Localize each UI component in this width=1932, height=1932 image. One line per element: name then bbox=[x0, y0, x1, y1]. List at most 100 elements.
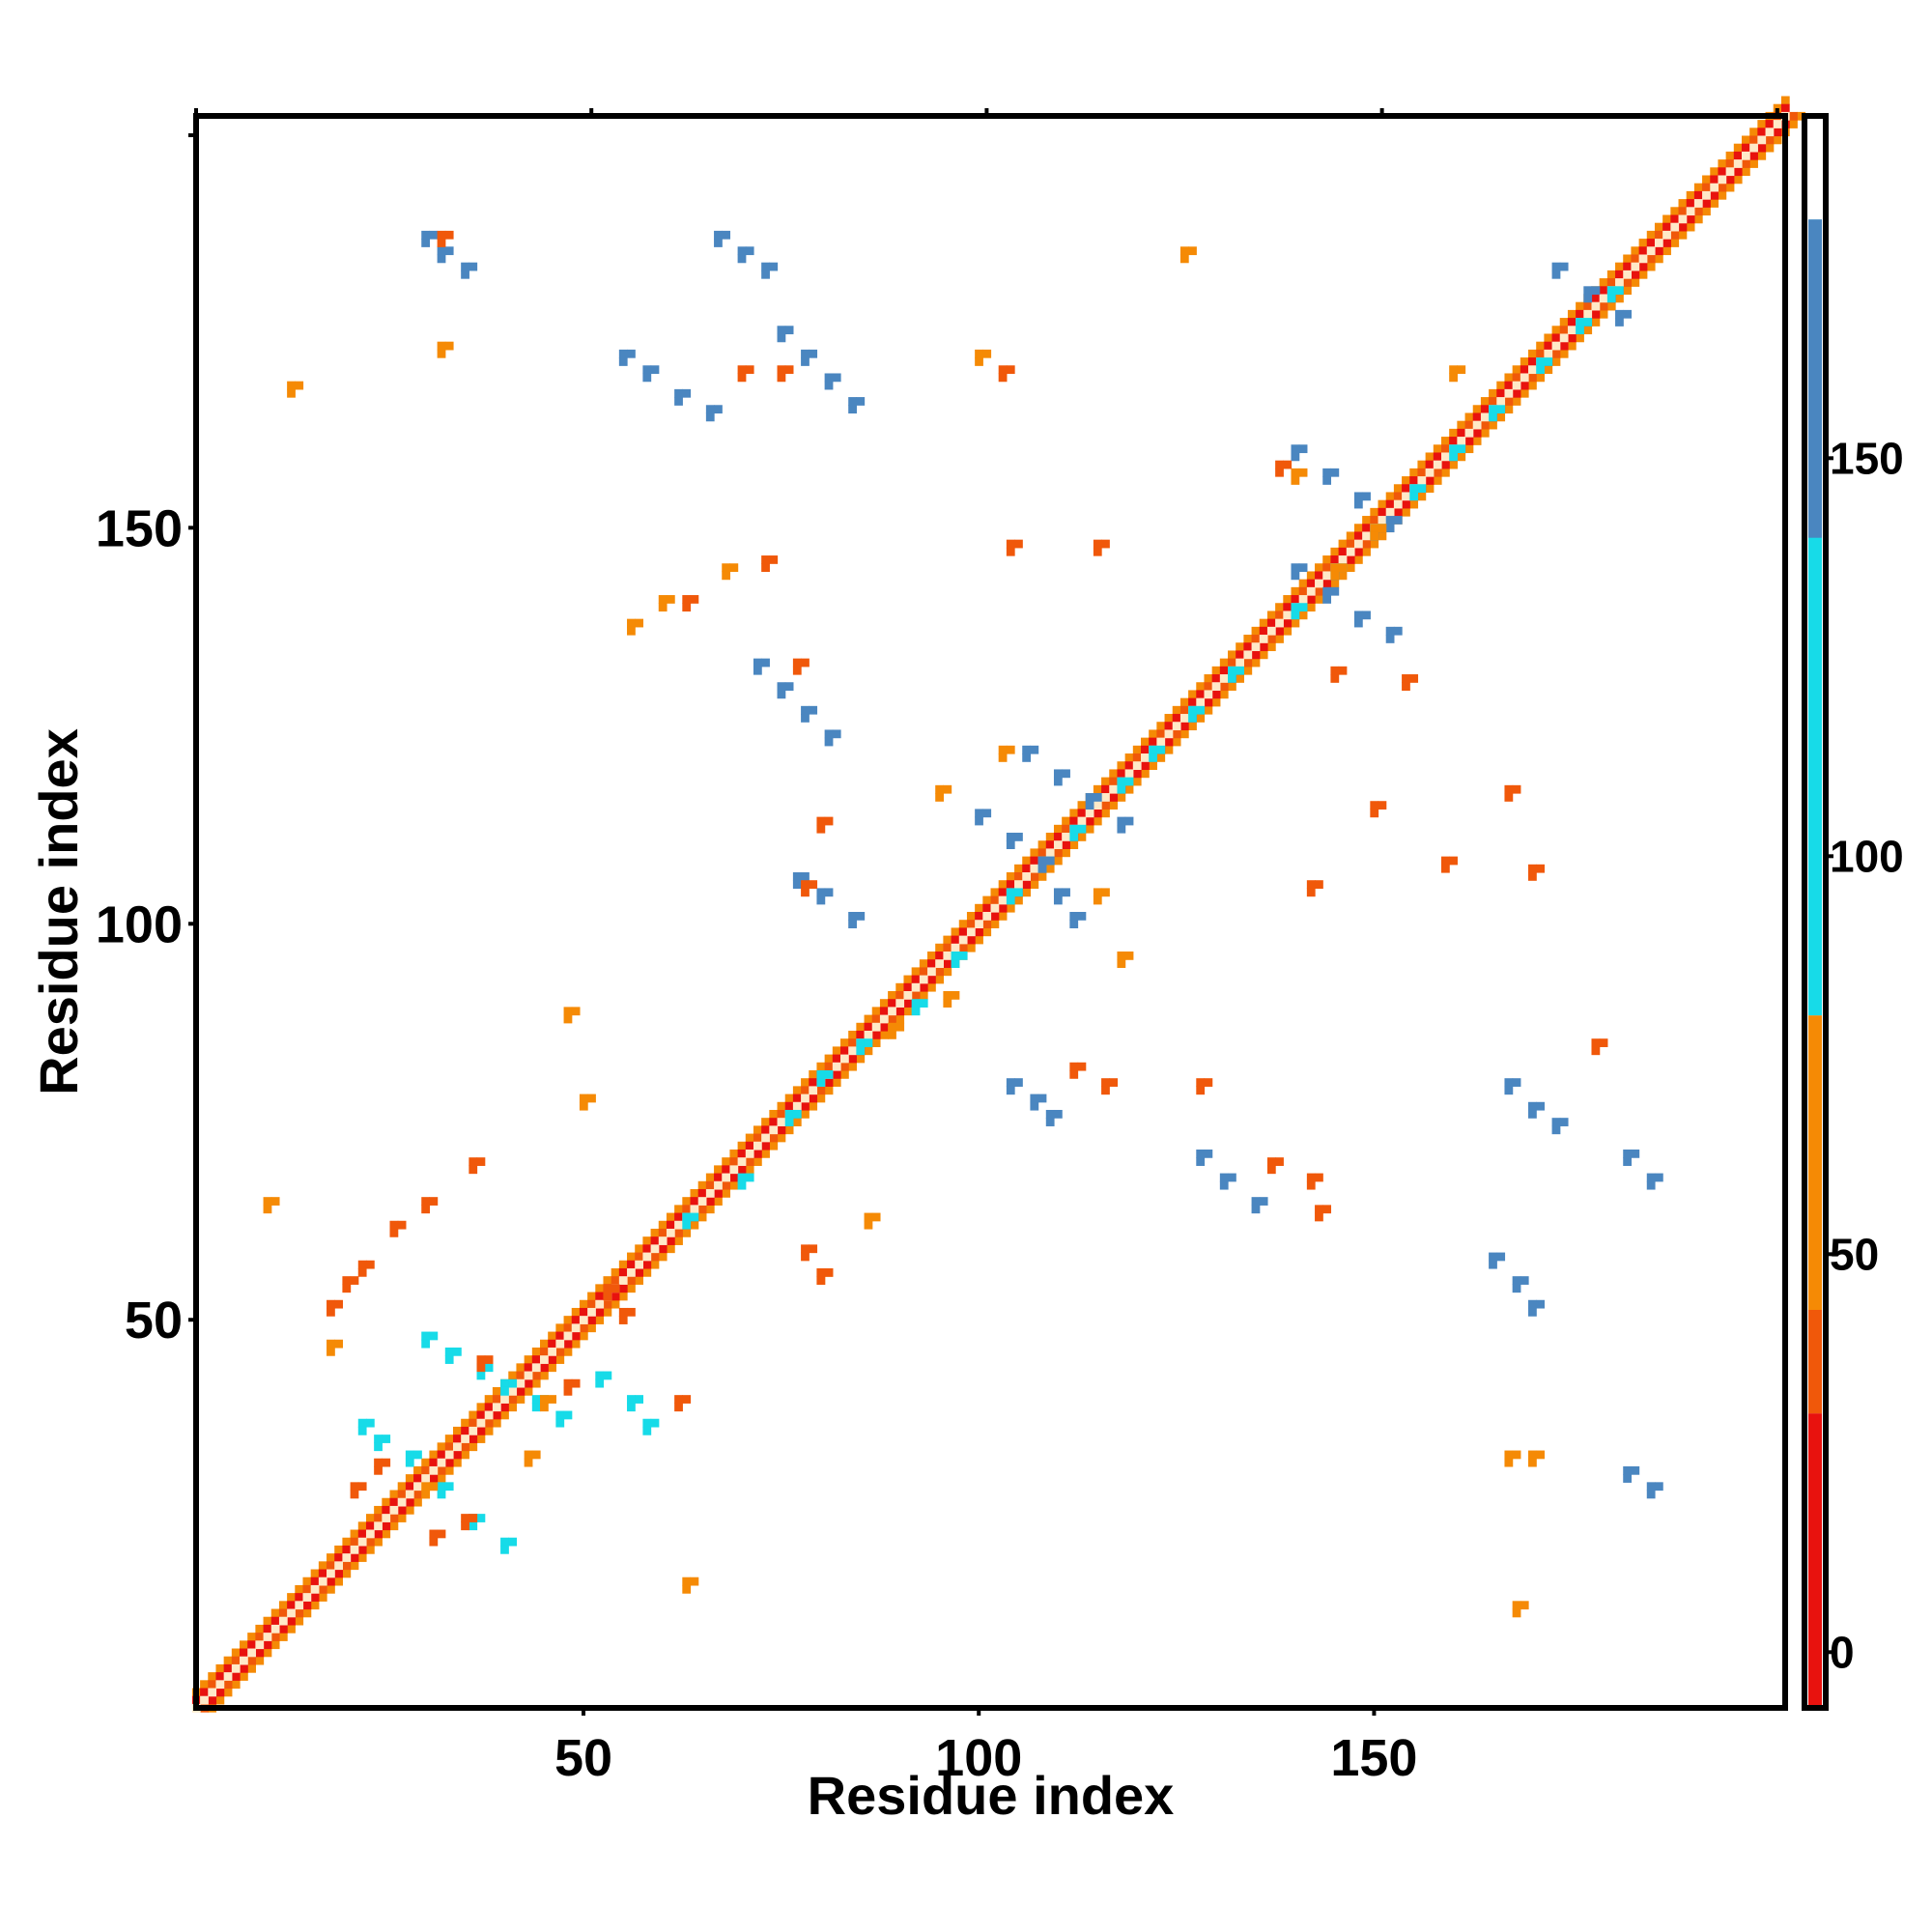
diagonal-cell bbox=[737, 1157, 747, 1166]
diagonal-cell bbox=[1211, 666, 1221, 675]
diagonal-cell bbox=[777, 1118, 786, 1126]
contact-cell bbox=[761, 555, 770, 564]
colorbar-tick-label: 150 bbox=[1830, 433, 1904, 483]
diagonal-cell bbox=[484, 1403, 494, 1412]
diagonal-cell bbox=[1204, 690, 1213, 699]
contact-cell bbox=[1275, 1157, 1284, 1166]
contact-cell bbox=[753, 658, 762, 668]
diagonal-cell bbox=[1440, 444, 1450, 454]
diagonal-cell bbox=[1053, 848, 1063, 858]
contact-cell bbox=[1489, 1252, 1497, 1262]
diagonal-cell bbox=[231, 1672, 241, 1681]
contact-cell bbox=[1536, 1299, 1545, 1309]
diagonal-cell bbox=[1156, 737, 1166, 747]
diagonal-cell bbox=[1353, 524, 1363, 533]
diagonal-cell bbox=[1576, 333, 1584, 343]
diagonal-cell bbox=[389, 1521, 399, 1531]
diagonal-cell bbox=[476, 1435, 486, 1443]
diagonal-cell bbox=[714, 1197, 723, 1206]
diagonal-cell bbox=[1164, 722, 1174, 731]
contact-cell bbox=[816, 895, 826, 905]
diagonal-cell bbox=[895, 982, 905, 992]
contact-cell bbox=[745, 1173, 754, 1182]
diagonal-cell bbox=[919, 975, 928, 984]
diagonal-cell bbox=[1504, 373, 1514, 383]
diagonal-cell bbox=[270, 1640, 280, 1650]
diagonal-cell bbox=[405, 1474, 414, 1483]
diagonal-cell bbox=[871, 1007, 881, 1016]
contact-cell bbox=[421, 239, 431, 247]
diagonal-cell bbox=[1045, 833, 1055, 841]
diagonal-cell bbox=[737, 1141, 747, 1151]
diagonal-cell bbox=[437, 1442, 446, 1452]
contact-cell bbox=[357, 1260, 367, 1269]
diagonal-cell bbox=[405, 1490, 414, 1499]
diagonal-cell bbox=[1725, 167, 1735, 177]
diagonal-cell bbox=[809, 1101, 818, 1111]
contact-cell bbox=[1149, 753, 1157, 762]
diagonal-cell bbox=[1140, 761, 1150, 771]
contact-cell bbox=[824, 888, 834, 897]
contact-cell bbox=[405, 1458, 414, 1467]
contact-cell bbox=[1646, 1490, 1656, 1499]
diagonal-cell bbox=[1062, 833, 1070, 841]
contact-cell bbox=[1101, 539, 1110, 549]
contact-cell bbox=[1291, 444, 1300, 454]
diagonal-cell bbox=[658, 1252, 668, 1262]
diagonal-cell bbox=[627, 1260, 636, 1269]
diagonal-cell bbox=[1204, 705, 1213, 715]
diagonal-cell bbox=[1291, 618, 1300, 628]
diagonal-cell bbox=[500, 1403, 509, 1412]
diagonal-cell bbox=[705, 1205, 715, 1214]
contact-cell bbox=[1306, 880, 1316, 889]
diagonal-cell bbox=[516, 1363, 526, 1373]
diagonal-cell bbox=[342, 1569, 352, 1578]
diagonal-cell bbox=[208, 1680, 217, 1690]
contact-cell bbox=[1496, 1252, 1506, 1262]
diagonal-cell bbox=[524, 1386, 533, 1396]
diagonal-cell bbox=[737, 1165, 747, 1175]
diagonal-cell bbox=[452, 1435, 462, 1443]
diagonal-cell bbox=[461, 1442, 469, 1452]
diagonal-cell bbox=[697, 1180, 707, 1190]
diagonal-cell bbox=[571, 1316, 581, 1324]
diagonal-cell bbox=[1551, 326, 1561, 335]
diagonal-cell bbox=[1109, 769, 1119, 779]
diagonal-cell bbox=[1773, 135, 1782, 145]
contact-cell bbox=[1353, 499, 1363, 509]
diagonal-cell bbox=[666, 1236, 675, 1245]
diagonal-cell bbox=[1654, 246, 1663, 256]
diagonal-cell bbox=[761, 1133, 770, 1143]
diagonal-cell bbox=[1179, 714, 1189, 723]
contact-cell bbox=[548, 1395, 556, 1404]
diagonal-cell bbox=[1179, 722, 1189, 731]
contact-cell bbox=[484, 1363, 494, 1373]
diagonal-cell bbox=[1132, 745, 1142, 754]
contact-cell bbox=[1124, 952, 1134, 960]
diagonal-cell bbox=[729, 1149, 739, 1158]
contact-cell bbox=[801, 1244, 810, 1254]
diagonal-cell bbox=[1797, 111, 1806, 121]
diagonal-cell bbox=[492, 1395, 501, 1404]
diagonal-cell bbox=[674, 1205, 683, 1214]
contact-cell bbox=[1014, 539, 1023, 549]
diagonal-cell bbox=[990, 912, 1000, 921]
diagonal-cell bbox=[958, 943, 968, 952]
contact-cell bbox=[1037, 1094, 1047, 1103]
contact-cell bbox=[1551, 1125, 1561, 1135]
contact-cell bbox=[935, 784, 944, 794]
diagonal-cell bbox=[278, 1624, 288, 1634]
contact-cell bbox=[1528, 1109, 1537, 1119]
diagonal-cell bbox=[1306, 579, 1316, 588]
heatmap-cells bbox=[191, 96, 1806, 1713]
contact-cell bbox=[1496, 405, 1506, 414]
contact-cell bbox=[1045, 1109, 1055, 1119]
diagonal-cell bbox=[840, 1046, 849, 1056]
contact-cell bbox=[809, 705, 818, 715]
diagonal-cell bbox=[809, 1069, 818, 1079]
diagonal-cell bbox=[1306, 603, 1316, 612]
diagonal-cell bbox=[895, 1014, 905, 1024]
diagonal-cell bbox=[1623, 270, 1633, 279]
y-axis-label: Residue index bbox=[28, 728, 89, 1095]
contact-cell bbox=[469, 1514, 478, 1522]
